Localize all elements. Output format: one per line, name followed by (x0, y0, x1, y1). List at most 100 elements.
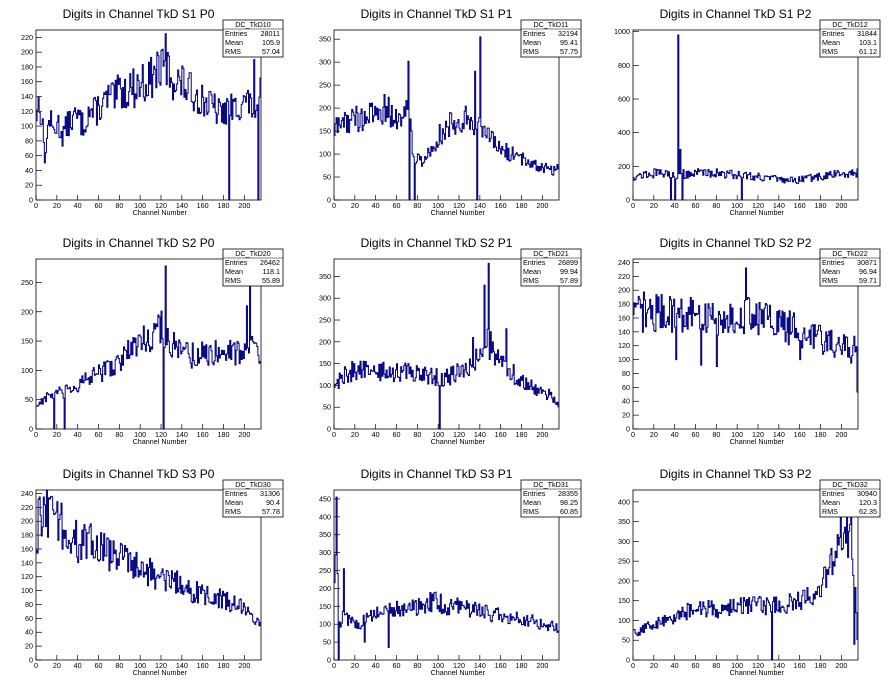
y-tick-label: 220 (21, 33, 33, 42)
y-tick-label: 200 (618, 286, 630, 295)
y-tick-label: 100 (618, 616, 630, 625)
x-tick-label: 180 (218, 661, 230, 670)
stats-name: DC_TkD31 (533, 480, 569, 489)
stats-label: RMS (225, 507, 241, 516)
stats-label: Entries (523, 29, 546, 38)
plot-frame (333, 489, 560, 661)
x-tick-label: 180 (516, 661, 528, 670)
chart-title: Digits in Channel TkD S1 P2 (660, 7, 812, 21)
stats-value: 28011 (261, 29, 280, 38)
y-tick-label: 300 (319, 294, 331, 303)
chart-title: Digits in Channel TkD S3 P1 (361, 467, 513, 481)
x-tick-label: 200 (835, 201, 847, 210)
y-tick-label: 300 (319, 548, 331, 557)
y-tick-label: 240 (21, 489, 33, 498)
y-tick-label: 250 (319, 316, 331, 325)
chart-title: Digits in Channel TkD S3 P2 (660, 467, 812, 481)
histogram-series (36, 33, 261, 201)
x-tick-label: 200 (536, 430, 548, 439)
histogram-series (633, 499, 858, 661)
x-tick-label: 20 (53, 430, 61, 439)
x-tick-label: 60 (692, 201, 700, 210)
x-tick-label: 40 (74, 430, 82, 439)
stats-label: Mean (822, 38, 840, 47)
x-tick-label: 20 (650, 201, 658, 210)
y-tick-label: 200 (21, 517, 33, 526)
stats-value: 99.94 (560, 267, 578, 276)
stats-value: 90.4 (266, 498, 280, 507)
x-tick-label: 80 (115, 430, 123, 439)
y-tick-label: 100 (319, 150, 331, 159)
y-tick-label: 400 (618, 497, 630, 506)
x-tick-label: 100 (432, 201, 444, 210)
plot-frame (632, 489, 859, 661)
x-tick-label: 100 (432, 430, 444, 439)
y-tick-label: 200 (319, 337, 331, 346)
y-tick-label: 350 (319, 35, 331, 44)
stats-box (222, 479, 284, 518)
y-tick-label: 100 (618, 355, 630, 364)
x-tick-label: 200 (835, 430, 847, 439)
y-tick-label: 80 (25, 600, 33, 609)
y-tick-label: 60 (25, 151, 33, 160)
x-tick-label: 20 (650, 430, 658, 439)
x-tick-label: 0 (332, 201, 336, 210)
stats-name: DC_TkD10 (235, 20, 271, 29)
histogram-panel-1: Digits in Channel TkD S1 P10501001502002… (319, 7, 582, 217)
stats-box (520, 248, 582, 287)
x-tick-label: 0 (332, 430, 336, 439)
stats-value: 61.12 (859, 47, 877, 56)
histogram-series (36, 265, 261, 430)
x-tick-label: 60 (692, 430, 700, 439)
x-tick-label: 120 (453, 430, 465, 439)
histogram-panel-5: Digits in Channel TkD S2 P2 0 20 40 60 80 100 1… (618, 236, 881, 446)
x-tick-label: 40 (372, 430, 380, 439)
y-tick-label: 0 (29, 656, 33, 665)
x-tick-label: 60 (393, 430, 401, 439)
stats-value: 57.75 (560, 47, 578, 56)
stats-label: Mean (523, 38, 541, 47)
stats-name: DC_TkD11 (533, 20, 568, 29)
stats-value: 30871 (857, 258, 877, 267)
y-tick-label: 350 (618, 517, 630, 526)
stats-value: 28355 (558, 489, 578, 498)
x-tick-label: 80 (115, 201, 123, 210)
y-tick-label: 50 (323, 173, 331, 182)
y-tick-label: 50 (323, 403, 331, 412)
x-tick-label: 140 (176, 201, 188, 210)
x-tick-label: 140 (176, 661, 188, 670)
y-tick-label: 150 (21, 337, 33, 346)
stats-label: Mean (822, 498, 840, 507)
x-tick-label: 120 (155, 201, 167, 210)
plot-frame (632, 258, 859, 430)
x-tick-label: 100 (731, 201, 743, 210)
stats-value: 60.85 (560, 507, 578, 516)
y-tick-label: 0 (626, 196, 630, 205)
stats-label: RMS (822, 276, 838, 285)
plot-frame (333, 29, 560, 201)
stats-label: Entries (225, 29, 248, 38)
x-axis-label: Channel Number (730, 437, 785, 446)
x-tick-label: 60 (95, 201, 103, 210)
x-tick-label: 20 (351, 430, 359, 439)
x-tick-label: 200 (238, 430, 250, 439)
x-tick-label: 160 (495, 661, 507, 670)
stats-label: Entries (822, 489, 845, 498)
x-tick-label: 200 (536, 201, 548, 210)
x-tick-label: 20 (351, 661, 359, 670)
y-tick-label: 0 (327, 656, 331, 665)
x-axis-label: Channel Number (133, 668, 188, 677)
stats-label: RMS (523, 507, 539, 516)
x-tick-label: 100 (731, 430, 743, 439)
chart-title: Digits in Channel TkD S1 P1 (361, 7, 513, 21)
histogram-series (36, 489, 261, 627)
x-tick-label: 160 (794, 201, 806, 210)
x-tick-label: 100 (134, 661, 146, 670)
x-tick-label: 160 (794, 430, 806, 439)
x-axis-label: Channel Number (730, 208, 785, 217)
chart-title: Digits in Channel TkD S1 P0 (63, 7, 215, 21)
stats-label: RMS (523, 47, 539, 56)
stats-value: 96.94 (859, 267, 877, 276)
stats-value: 57.04 (262, 47, 280, 56)
